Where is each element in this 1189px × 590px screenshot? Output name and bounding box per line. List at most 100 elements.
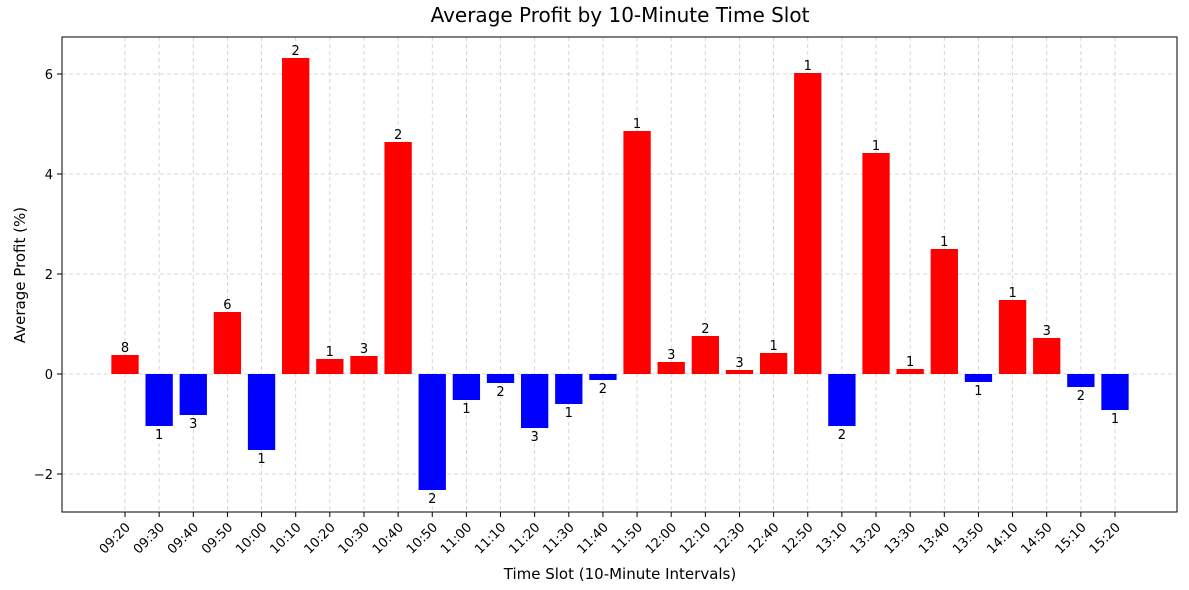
count-label: 2: [1077, 389, 1085, 404]
x-tick-label: 09:50: [199, 520, 236, 557]
x-tick-label: 10:50: [404, 520, 441, 557]
bar: [555, 374, 583, 404]
x-tick-label: 11:40: [575, 520, 612, 557]
x-tick-label: 09:30: [131, 520, 168, 557]
x-tick-label: 13:30: [882, 520, 919, 557]
x-tick-label: 12:00: [643, 520, 680, 557]
bar: [759, 353, 788, 374]
bar: [1033, 338, 1061, 374]
count-label: 1: [940, 235, 948, 250]
bar: [1101, 374, 1129, 410]
y-tick-label: 4: [45, 168, 53, 183]
bar: [691, 336, 719, 374]
count-label: 3: [531, 430, 539, 445]
bar: [998, 300, 1027, 374]
axes-frame: [61, 36, 1178, 513]
count-label: 1: [326, 345, 334, 360]
count-label: 2: [838, 428, 846, 443]
count-label: 1: [462, 402, 470, 417]
count-label: 1: [257, 452, 265, 467]
x-tick-label: 11:20: [506, 520, 543, 557]
count-label: 2: [394, 128, 402, 143]
y-tick-label: 2: [45, 268, 53, 283]
bar: [179, 374, 207, 415]
x-tick-label: 10:10: [267, 520, 304, 557]
x-tick-label: 11:00: [438, 520, 475, 557]
y-tick-label: 0: [45, 368, 53, 383]
x-tick-label: 11:10: [472, 520, 509, 557]
x-tick-label: 12:50: [779, 520, 816, 557]
bar: [589, 374, 617, 380]
x-tick-label: 10:20: [302, 520, 339, 557]
x-tick-label: 12:30: [711, 520, 748, 557]
count-label: 6: [223, 298, 231, 313]
bar: [930, 249, 958, 374]
bar: [896, 369, 924, 374]
count-label: 1: [974, 384, 982, 399]
x-tick-label: 11:50: [609, 520, 646, 557]
bar: [316, 359, 344, 374]
count-label: 1: [1111, 412, 1119, 427]
count-label: 3: [189, 417, 197, 432]
bar: [111, 355, 139, 374]
x-tick-label: 11:30: [541, 520, 578, 557]
count-label: 1: [872, 139, 880, 154]
count-label: 1: [633, 117, 641, 132]
bar: [384, 142, 412, 374]
bar: [623, 131, 651, 374]
x-tick-label: 14:50: [1018, 520, 1055, 557]
count-label: 2: [599, 382, 607, 397]
count-label: 8: [121, 341, 129, 356]
bar: [282, 58, 310, 374]
x-tick-label: 14:10: [984, 520, 1021, 557]
x-tick-label: 09:40: [165, 520, 202, 557]
count-label: 1: [769, 339, 777, 354]
x-tick-label: 12:10: [677, 520, 714, 557]
x-tick-label: 10:30: [336, 520, 373, 557]
bar: [145, 374, 173, 426]
count-label: 2: [292, 44, 300, 59]
x-tick-label: 09:20: [97, 520, 134, 557]
chart-title: Average Profit by 10-Minute Time Slot: [431, 3, 810, 27]
count-label: 3: [735, 356, 743, 371]
x-tick-label: 13:10: [814, 520, 851, 557]
bar: [828, 374, 856, 426]
x-tick-label: 15:10: [1053, 520, 1090, 557]
y-tick-label: −2: [34, 468, 53, 483]
bar: [794, 73, 822, 374]
bar: [486, 374, 515, 383]
count-label: 1: [1008, 286, 1016, 301]
x-tick-label: 13:40: [916, 520, 953, 557]
bar: [247, 374, 276, 450]
y-axis-label: Average Profit (%): [11, 207, 29, 343]
x-axis-label: Time Slot (10-Minute Intervals): [503, 565, 736, 583]
x-tick-label: 13:50: [950, 520, 987, 557]
count-label: 3: [1043, 324, 1051, 339]
bar: [350, 356, 378, 374]
bar: [862, 153, 890, 374]
bar: [725, 370, 754, 374]
count-label: 3: [667, 348, 675, 363]
bar: [1067, 374, 1095, 387]
count-label: 1: [804, 59, 812, 74]
bar: [213, 312, 242, 374]
bar: [521, 374, 549, 428]
count-label: 1: [565, 406, 573, 421]
x-tick-label: 10:40: [370, 520, 407, 557]
count-label: 1: [906, 355, 914, 370]
count-label: 3: [360, 342, 368, 357]
x-tick-label: 13:20: [848, 520, 885, 557]
count-label: 1: [155, 428, 163, 443]
x-tick-label: 15:20: [1087, 520, 1124, 557]
count-label: 2: [701, 322, 709, 337]
bar: [964, 374, 993, 382]
bar: [418, 374, 446, 490]
bar: [657, 362, 685, 374]
y-tick-label: 6: [45, 68, 53, 83]
count-label: 2: [496, 385, 504, 400]
x-tick-label: 12:40: [745, 520, 782, 557]
count-label: 2: [428, 492, 436, 507]
bar: [452, 374, 481, 400]
x-tick-label: 10:00: [233, 520, 270, 557]
